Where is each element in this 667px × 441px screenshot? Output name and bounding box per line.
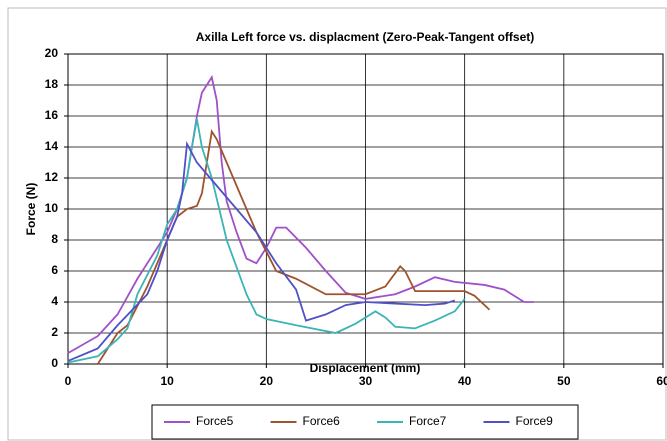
y-tick-label: 16 <box>45 108 59 122</box>
legend-label: Force7 <box>409 414 447 428</box>
series-line <box>67 118 466 364</box>
x-tick-label: 40 <box>458 374 472 388</box>
x-tick-label: 30 <box>359 374 373 388</box>
y-tick-label: 20 <box>45 46 59 60</box>
x-tick-label: 20 <box>260 374 274 388</box>
series-line <box>67 74 535 354</box>
x-tick-label: 10 <box>160 374 174 388</box>
y-tick-label: 12 <box>45 170 59 184</box>
y-tick-label: 6 <box>51 263 58 277</box>
x-axis-title: Displacement (mm) <box>310 361 421 375</box>
legend-label: Force5 <box>196 414 234 428</box>
legend-label: Force9 <box>516 414 554 428</box>
chart-title: Axilla Left force vs. displacment (Zero-… <box>196 30 535 44</box>
x-tick-label: 50 <box>557 374 571 388</box>
series-line <box>67 140 456 362</box>
series-line <box>96 129 491 365</box>
y-tick-label: 10 <box>45 201 59 215</box>
y-axis-title: Force (N) <box>24 183 38 236</box>
legend-label: Force6 <box>303 414 341 428</box>
y-tick-label: 14 <box>45 139 59 153</box>
y-tick-label: 8 <box>51 232 58 246</box>
x-tick-label: 0 <box>65 374 72 388</box>
x-tick-label: 60 <box>656 374 667 388</box>
y-tick-label: 4 <box>51 294 58 308</box>
y-tick-label: 0 <box>51 356 58 370</box>
y-tick-label: 2 <box>51 325 58 339</box>
y-tick-label: 18 <box>45 77 59 91</box>
